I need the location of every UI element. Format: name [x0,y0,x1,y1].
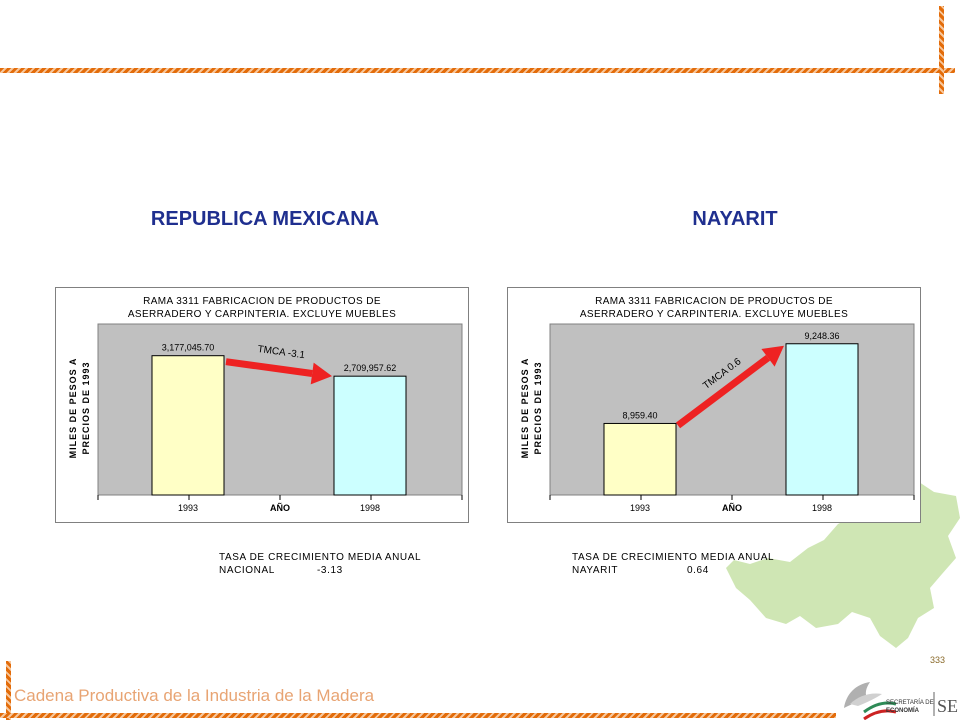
bar-1998 [785,343,859,496]
bottom-left-rope-border [6,661,11,720]
trend-arrow-shaft [225,358,313,377]
chart-title-line: RAMA 3311 FABRICACION DE PRODUCTOS DE [143,296,381,307]
summary-nayarit-title: TASA DE CRECIMIENTO MEDIA ANUAL [572,552,775,563]
chart-title-line: RAMA 3311 FABRICACION DE PRODUCTOS DE [595,296,833,307]
top-rope-border [0,68,955,73]
data-label-1993: 3,177,045.70 [162,343,215,353]
summary-nayarit: TASA DE CRECIMIENTO MEDIA ANUAL NAYARIT 0… [572,551,774,577]
page-number: 333 [930,655,946,665]
summary-national: TASA DE CRECIMIENTO MEDIA ANUAL NACIONAL… [219,551,421,577]
logo-line1: SECRETARÍA DE [886,699,934,706]
heading-national: REPUBLICA MEXICANA [150,208,380,230]
logo-mark: SE [937,696,958,716]
y-axis-label-line: MILES DE PESOS A [68,358,78,459]
summary-national-value: -3.13 [317,565,343,576]
bottom-rope-border [0,713,836,718]
x-tick-label-1993: 1993 [630,503,650,513]
chart-nayarit-svg: RAMA 3311 FABRICACION DE PRODUCTOS DE ASE… [520,296,915,513]
y-axis-label-line: MILES DE PESOS A [520,358,530,459]
data-label-1993: 8,959.40 [622,410,657,420]
data-label-1998: 9,248.36 [804,331,839,341]
chart-national: RAMA 3311 FABRICACION DE PRODUCTOS DE ASE… [55,287,469,523]
chart-national-svg: RAMA 3311 FABRICACION DE PRODUCTOS DE ASE… [68,296,463,513]
summary-national-row: NACIONAL -3.13 [219,564,421,577]
bar-1998 [333,375,407,496]
footer-title: Cadena Productiva de la Industria de la … [14,686,375,705]
bar-1993 [603,422,677,496]
eagle-emblem-icon [844,682,870,708]
chart-title-line: ASERRADERO Y CARPINTERIA. EXCLUYE MUEBLE… [128,309,396,320]
summary-national-title: TASA DE CRECIMIENTO MEDIA ANUAL [219,552,422,563]
summary-nayarit-label: NAYARIT [572,565,619,576]
summary-nayarit-row: NAYARIT 0.64 [572,564,774,577]
chart-title-line: ASERRADERO Y CARPINTERIA. EXCLUYE MUEBLE… [580,309,848,320]
y-axis-label-line: PRECIOS DE 1993 [533,361,543,454]
top-right-rope-border [939,6,944,94]
summary-nayarit-value: 0.64 [687,565,709,576]
x-tick-label-1993: 1993 [178,503,198,513]
summary-national-label: NACIONAL [219,565,275,576]
x-tick-label-1998: 1998 [360,503,380,513]
heading-nayarit: NAYARIT [692,208,778,230]
x-axis-label: AÑO [270,503,290,513]
bar-1993 [151,355,225,496]
x-tick-label-1998: 1998 [812,503,832,513]
chart-nayarit: RAMA 3311 FABRICACION DE PRODUCTOS DE ASE… [507,287,921,523]
trend-arrow-head [761,345,784,367]
trend-arrow-head [310,362,332,385]
trend-arrow-shaft [675,354,771,429]
data-label-1998: 2,709,957.62 [344,363,397,373]
x-axis-label: AÑO [722,503,742,513]
logo-line2: ECONOMÍA [886,706,920,714]
secretaria-economia-logo: SECRETARÍA DE ECONOMÍA SE [844,682,958,720]
y-axis-label-line: PRECIOS DE 1993 [81,361,91,454]
